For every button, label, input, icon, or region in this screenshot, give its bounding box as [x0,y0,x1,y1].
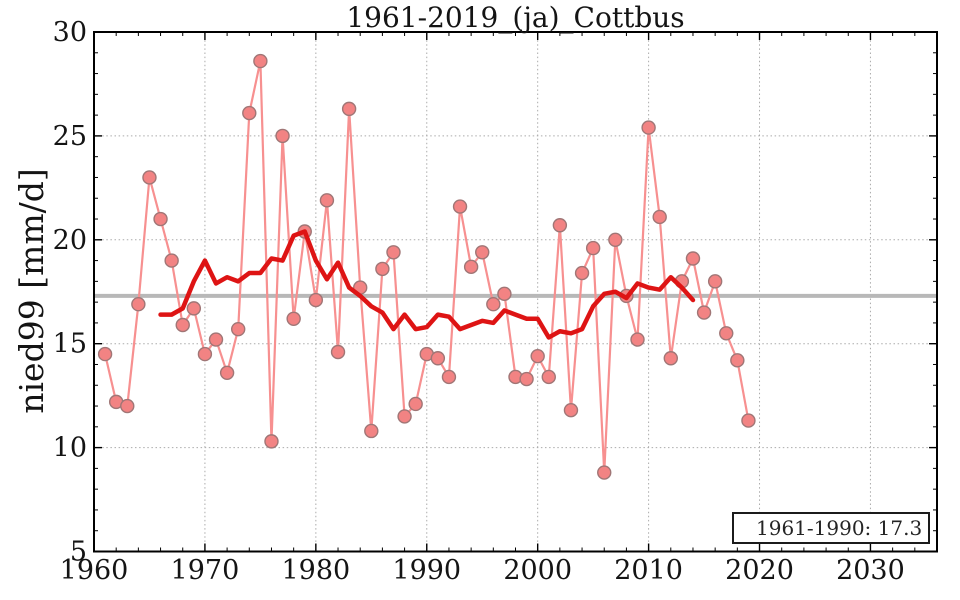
data-point-2007 [608,232,623,248]
y-tick-label-30: 30 [53,17,87,48]
data-point-1991 [430,351,446,366]
x-tick-label-1990: 1990 [392,555,461,586]
data-point-1982 [330,344,346,360]
gridlines [94,32,937,552]
data-point-2009 [630,332,645,347]
data-point-1988 [397,409,412,424]
data-point-1975 [253,53,268,69]
y-tick-label-15: 15 [53,329,87,360]
x-tick-labels: 1960 1970 1980 1990 2000 2010 2020 2030 [60,555,905,586]
data-point-1961 [97,346,113,362]
data-point-2012 [663,351,678,366]
data-point-1993 [452,199,468,214]
data-point-1968 [175,317,190,333]
y-axis-label: nied99 [mm/d] [12,168,51,414]
data-point-1995 [475,245,490,260]
legend: 1961-1990: 17.3 [732,512,930,544]
data-point-2000 [530,348,545,364]
chart-title: 1961-2019_(ja)_Cottbus [346,1,685,34]
data-point-1992 [441,369,457,385]
data-point-1985 [364,423,379,439]
x-tick-label-2000: 2000 [503,555,572,586]
data-point-1981 [319,193,335,208]
data-point-1978 [286,311,301,326]
data-point-1983 [341,101,357,117]
data-point-1970 [197,346,213,362]
data-point-2017 [719,326,734,341]
data-point-2005 [585,240,601,256]
data-point-1966 [153,211,168,227]
axis-ticks [93,31,938,553]
data-point-1994 [463,259,479,275]
x-tick-label-2010: 2010 [614,555,683,586]
data-point-2003 [563,402,579,418]
data-point-2018 [730,353,745,368]
x-tick-label-1970: 1970 [171,555,240,586]
data-point-2004 [574,265,590,281]
data-point-2002 [552,218,568,233]
legend-label: 1961-1990: 17.3 [756,516,923,540]
y-tick-label-5: 5 [70,537,87,568]
data-point-1976 [264,434,279,449]
data-point-1989 [408,396,423,412]
smoothed-series-line [158,229,696,340]
data-point-1996 [486,297,501,312]
data-point-1971 [208,332,224,347]
x-tick-label-2030: 2030 [836,555,905,586]
data-point-2011 [652,209,667,225]
y-tick-label-20: 20 [53,225,87,256]
data-point-2001 [541,369,556,385]
y-tick-labels: 5 10 15 20 25 30 [53,17,87,568]
y-tick-label-25: 25 [53,121,87,152]
data-point-1974 [242,105,257,121]
data-point-2016 [707,274,723,289]
data-point-1963 [120,398,135,414]
data-point-1967 [164,253,179,268]
data-point-2010 [641,120,656,135]
data-point-1965 [142,170,157,185]
data-point-1980 [308,292,324,308]
x-tick-label-1980: 1980 [281,555,350,586]
y-tick-label-10: 10 [53,433,87,464]
data-point-1987 [386,245,401,260]
data-point-2006 [597,465,612,480]
data-point-2019 [741,413,756,428]
annual-series-markers [97,53,756,480]
data-point-1997 [497,286,512,302]
data-point-1986 [375,261,390,277]
data-point-2015 [696,305,712,320]
data-point-2014 [685,251,701,266]
x-tick-label-2020: 2020 [725,555,794,586]
data-point-1973 [230,321,246,337]
plot-frame [93,31,938,553]
x-tick-label-1960: 1960 [60,555,129,586]
data-point-1999 [519,371,534,387]
data-point-1972 [219,365,235,380]
data-point-1969 [186,301,202,316]
data-point-1977 [275,128,290,144]
data-point-1964 [131,297,146,312]
